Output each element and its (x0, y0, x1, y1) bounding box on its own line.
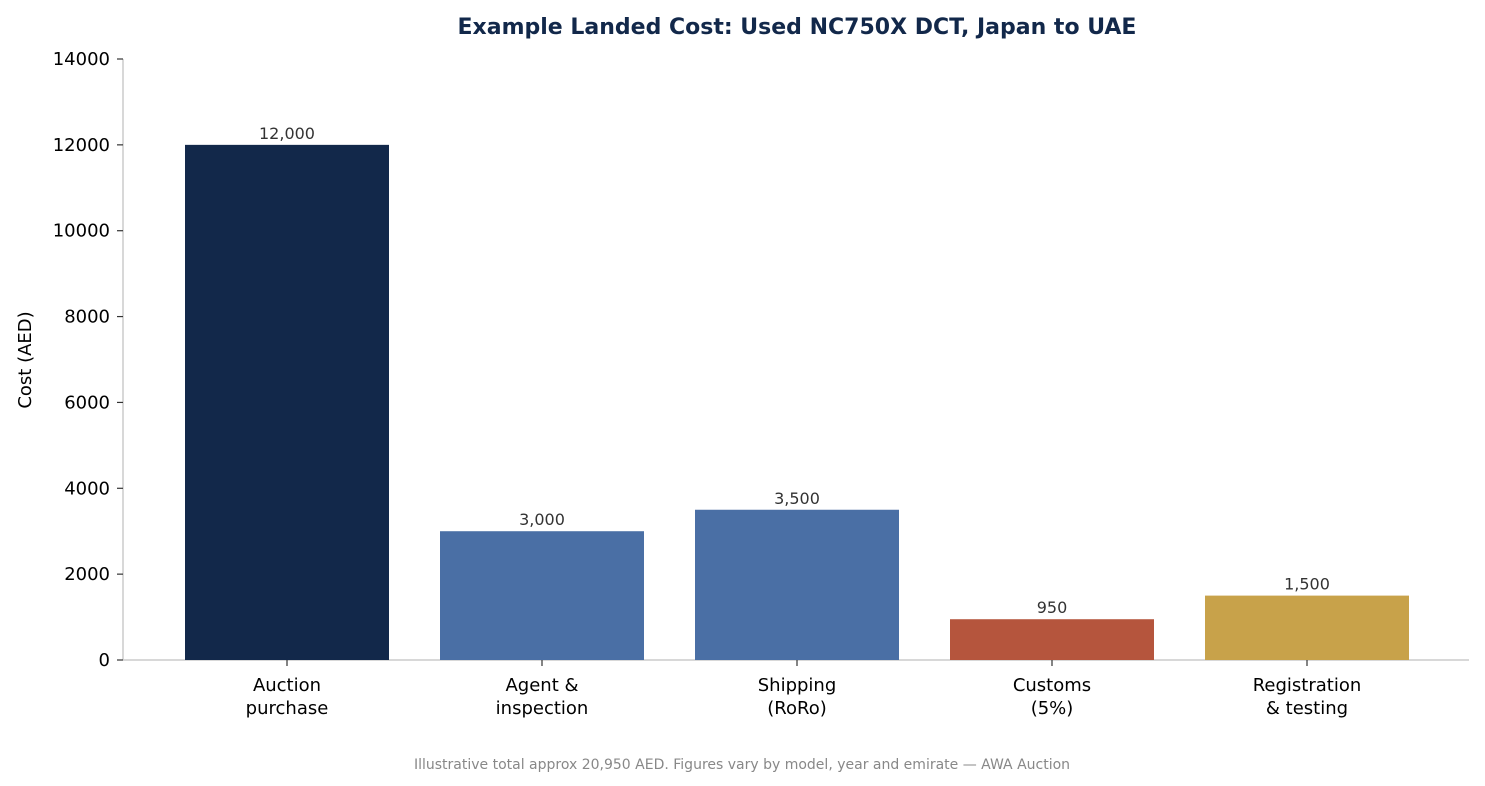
bar (1205, 595, 1409, 660)
x-tick-label: purchase (246, 698, 329, 719)
y-tick-label: 2000 (64, 564, 110, 585)
bar (695, 509, 899, 660)
x-tick-label: Agent & (505, 675, 578, 696)
x-tick-label: (RoRo) (767, 698, 826, 719)
bar-value-label: 950 (1037, 598, 1068, 617)
y-tick-label: 14000 (53, 49, 110, 70)
plot-area: 0 2000 4000 6000 8000 10000 12000 14000 12,000 Au… (53, 49, 1469, 719)
bar-value-label: 12,000 (259, 124, 315, 143)
bar-value-label: 3,000 (519, 510, 565, 529)
x-tick-label: inspection (496, 698, 589, 719)
x-tick-label: (5%) (1031, 698, 1074, 719)
y-tick-label: 8000 (64, 307, 110, 328)
x-tick-label: Registration (1253, 675, 1362, 696)
y-tick-label: 12000 (53, 135, 110, 156)
x-tick-label: Auction (253, 675, 321, 696)
x-tick-label: & testing (1266, 698, 1348, 719)
bar (950, 619, 1154, 660)
x-tick-label: Shipping (758, 675, 837, 696)
bar-value-label: 3,500 (774, 489, 820, 508)
x-tick-label: Customs (1013, 675, 1091, 696)
footnote: Illustrative total approx 20,950 AED. Fi… (414, 757, 1070, 773)
chart-title: Example Landed Cost: Used NC750X DCT, Ja… (458, 15, 1137, 40)
y-tick-label: 6000 (64, 392, 110, 413)
bar-value-label: 1,500 (1284, 575, 1330, 594)
y-tick-label: 4000 (64, 478, 110, 499)
y-axis-label: Cost (AED) (15, 311, 36, 408)
y-tick-label: 0 (99, 650, 110, 671)
bar (185, 144, 389, 660)
y-tick-label: 10000 (53, 221, 110, 242)
bar (440, 531, 644, 660)
